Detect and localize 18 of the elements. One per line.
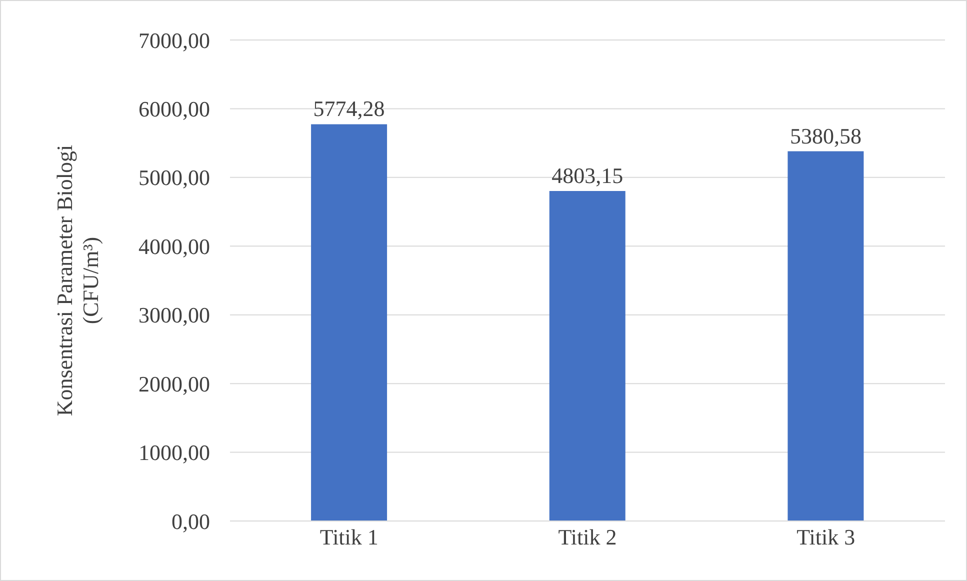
y-tick-label: 4000,00: [138, 234, 210, 259]
y-tick-label: 6000,00: [138, 96, 210, 122]
y-tick-label: 1000,00: [138, 440, 210, 466]
y-tick-label: 3000,00: [138, 302, 210, 328]
x-tick-label: Titik 1: [320, 524, 378, 550]
data-label: 4803,15: [552, 162, 624, 188]
bar: [311, 124, 388, 521]
y-tick-label: 5000,00: [138, 165, 210, 190]
y-tick-label: 0,00: [172, 508, 210, 534]
x-tick-label: Titik 3: [796, 524, 856, 550]
bar: [788, 151, 864, 521]
data-label: 5774,28: [313, 96, 385, 122]
y-tick-label: 2000,00: [138, 371, 210, 396]
y-tick-label: 7000,00: [138, 28, 210, 53]
x-tick-label: Titik 2: [558, 524, 617, 550]
y-axis-title: Konsentrasi Parameter Biologi (CFU/m³): [52, 144, 103, 416]
data-label: 5380,58: [790, 123, 862, 148]
bar: [549, 190, 626, 521]
